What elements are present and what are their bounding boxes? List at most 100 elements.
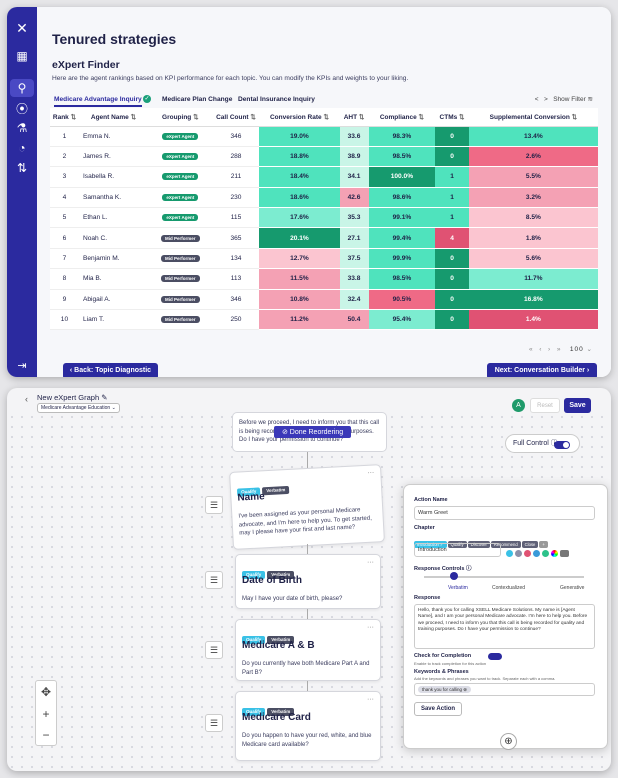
sort-icon[interactable]: ⇅ — [128, 113, 137, 121]
sort-icon[interactable]: ⇅ — [191, 113, 199, 121]
back-button[interactable]: ‹ Back: Topic Diagnostic — [63, 363, 158, 377]
table-row[interactable]: 10 Liam T. Mid Performer 250 11.2% 50.4 95.4% 0… — [50, 309, 598, 331]
first-page-icon[interactable]: « — [528, 346, 534, 353]
chapter-chip[interactable]: Introduction ✓ — [414, 541, 447, 548]
table-row[interactable]: 2 James R. eXpert Agent 288 18.8% 38.9 98.5% 0 2… — [50, 146, 598, 168]
more-icon[interactable]: ··· — [367, 559, 374, 566]
column-header[interactable]: AHT ⇅ — [339, 108, 369, 127]
sort-icon[interactable]: ⇅ — [416, 113, 424, 121]
topic-select[interactable]: Medicare Advantage Education ⌄ — [37, 403, 120, 413]
reset-button[interactable]: Reset — [530, 398, 560, 413]
response-textarea[interactable]: Hello, thank you for calling XSELL Medic… — [414, 604, 595, 649]
verbatim-tag: Verbatim — [267, 570, 295, 579]
flow-card[interactable]: Qualify Verbatim ··· Medicare Card Do you… — [235, 691, 381, 761]
sort-icon[interactable]: ⇅ — [457, 113, 465, 121]
sort-icon[interactable]: ⇅ — [321, 113, 329, 121]
chapter-chip[interactable]: Qualify — [447, 541, 467, 548]
apps-grid-icon[interactable]: ▦ — [16, 49, 28, 63]
gauge-icon[interactable]: ◔ — [18, 141, 26, 155]
more-icon[interactable]: ··· — [367, 696, 374, 703]
table-cell: 346 — [212, 126, 260, 147]
move-icon[interactable]: ✥ — [40, 685, 52, 699]
column-header[interactable]: Grouping ⇅ — [148, 108, 213, 127]
show-filter-button[interactable]: Show Filter — [553, 96, 586, 103]
column-header[interactable]: Rank ⇅ — [50, 108, 79, 127]
check-completion-toggle[interactable] — [488, 653, 502, 660]
column-header[interactable]: CTMs ⇅ — [435, 108, 469, 127]
sort-icon[interactable]: ⇅ — [248, 113, 256, 121]
column-header[interactable]: Compliance ⇅ — [368, 108, 436, 127]
response-slider[interactable] — [424, 576, 584, 578]
prev-page-icon[interactable]: ‹ — [539, 346, 543, 353]
keyword-chip[interactable]: thank you for calling ⊗ — [418, 686, 472, 693]
zoom-in-icon[interactable]: + — [42, 707, 50, 721]
apply-color-icon[interactable] — [560, 550, 569, 558]
sort-icon[interactable]: ⇅ — [357, 113, 365, 121]
chapter-chip[interactable]: Close — [521, 541, 539, 548]
color-swatch[interactable] — [515, 550, 522, 558]
next-button[interactable]: Next: Conversation Builder › — [487, 363, 597, 377]
page-size-select[interactable]: 100 — [569, 346, 584, 353]
table-row[interactable]: 1 Emma N. eXpert Agent 346 19.0% 33.6 98.3% 0 13… — [50, 126, 598, 147]
table-row[interactable]: 3 Isabella R. eXpert Agent 211 18.4% 34.1 100.… — [50, 166, 598, 188]
logout-icon[interactable]: ⇥ — [17, 360, 27, 372]
back-icon[interactable]: ‹ — [25, 394, 28, 404]
color-swatch[interactable] — [506, 550, 513, 558]
table-row[interactable]: 6 Noah C. Mid Performer 365 20.1% 27.1 99.4% 4 1… — [50, 227, 598, 249]
chapter-input[interactable]: Introduction — [414, 543, 501, 557]
add-chapter-icon[interactable]: + — [539, 541, 548, 548]
chapter-chip[interactable]: Recommend — [490, 541, 521, 548]
drag-handle-icon[interactable]: ☰ — [205, 571, 223, 589]
last-page-icon[interactable]: » — [556, 346, 562, 353]
flow-card[interactable]: Qualify Verbatim ··· Name I've been assig… — [229, 464, 385, 550]
add-node-icon[interactable]: ⊕ — [500, 733, 517, 750]
color-swatch[interactable] — [533, 550, 540, 558]
drag-handle-icon[interactable]: ☰ — [205, 496, 223, 514]
tab-dental-insurance[interactable]: Dental Insurance Inquiry — [238, 96, 315, 103]
prev-arrow-icon[interactable]: < — [534, 96, 539, 103]
table-row[interactable]: 9 Abigail A. Mid Performer 346 10.8% 32.4 90.5… — [50, 289, 598, 311]
drag-handle-icon[interactable]: ☰ — [205, 714, 223, 732]
table-row[interactable]: 4 Samantha K. eXpert Agent 230 18.6% 42.6 98.6… — [50, 187, 598, 209]
color-picker-icon[interactable] — [551, 550, 558, 558]
full-control-toggle[interactable] — [554, 441, 570, 449]
table-cell: 98.6% — [368, 187, 436, 209]
more-icon[interactable]: ··· — [367, 469, 375, 477]
color-swatch[interactable] — [542, 550, 549, 558]
action-name-input[interactable]: Warm Greet — [414, 506, 595, 520]
close-icon[interactable]: ✕ — [16, 20, 28, 36]
sort-icon[interactable]: ⇅ — [16, 161, 28, 175]
flow-card[interactable]: Qualify Verbatim ··· Medicare A & B Do yo… — [235, 619, 381, 681]
avatar[interactable]: A — [512, 399, 525, 412]
chart-icon[interactable]: ⦿ — [15, 102, 28, 116]
color-swatch[interactable] — [524, 550, 531, 558]
save-action-button[interactable]: Save Action — [414, 702, 462, 716]
next-page-icon[interactable]: › — [548, 346, 552, 353]
flow-card[interactable]: Qualify Verbatim ··· Date of Birth May I … — [235, 554, 381, 609]
done-reordering-button[interactable]: ⊘ Done Reordering — [274, 426, 352, 438]
sort-icon[interactable]: ⇅ — [569, 113, 578, 121]
column-header[interactable]: Agent Name ⇅ — [78, 108, 148, 127]
sort-icon[interactable]: ⇅ — [68, 113, 77, 121]
tab-medicare-advantage[interactable]: Medicare Advantage Inquiry — [54, 96, 142, 107]
next-arrow-icon[interactable]: > — [544, 96, 548, 103]
tab-medicare-plan-change[interactable]: Medicare Plan Change — [162, 96, 233, 103]
column-header[interactable]: Call Count ⇅ — [212, 108, 260, 127]
column-header[interactable]: Conversion Rate ⇅ — [259, 108, 340, 127]
table-row[interactable]: 5 Ethan L. eXpert Agent 115 17.6% 35.3 99.1% 1 8… — [50, 207, 598, 229]
table-cell: Benjamin M. — [78, 248, 148, 270]
column-header[interactable]: Supplemental Conversion ⇅ — [468, 108, 598, 127]
more-icon[interactable]: ··· — [367, 624, 374, 631]
keywords-input[interactable]: thank you for calling ⊗ — [414, 683, 595, 696]
chapter-chips: Introduction ✓ Qualify Discover Recommend Cl… — [414, 533, 549, 551]
graph-title[interactable]: New eXpert Graph ✎ — [37, 393, 108, 402]
slider-knob[interactable] — [450, 572, 458, 580]
zoom-out-icon[interactable]: − — [42, 728, 50, 742]
table-row[interactable]: 8 Mia B. Mid Performer 113 11.5% 33.8 98.5% 0 11… — [50, 268, 598, 290]
flask-icon[interactable]: ⚗ — [16, 121, 28, 135]
table-row[interactable]: 7 Benjamin M. Mid Performer 134 12.7% 37.5 99.… — [50, 248, 598, 270]
save-button[interactable]: Save — [564, 398, 591, 413]
chapter-chip[interactable]: Discover — [467, 541, 490, 548]
drag-handle-icon[interactable]: ☰ — [205, 641, 223, 659]
expert-icon[interactable]: ⚲ — [10, 79, 34, 97]
